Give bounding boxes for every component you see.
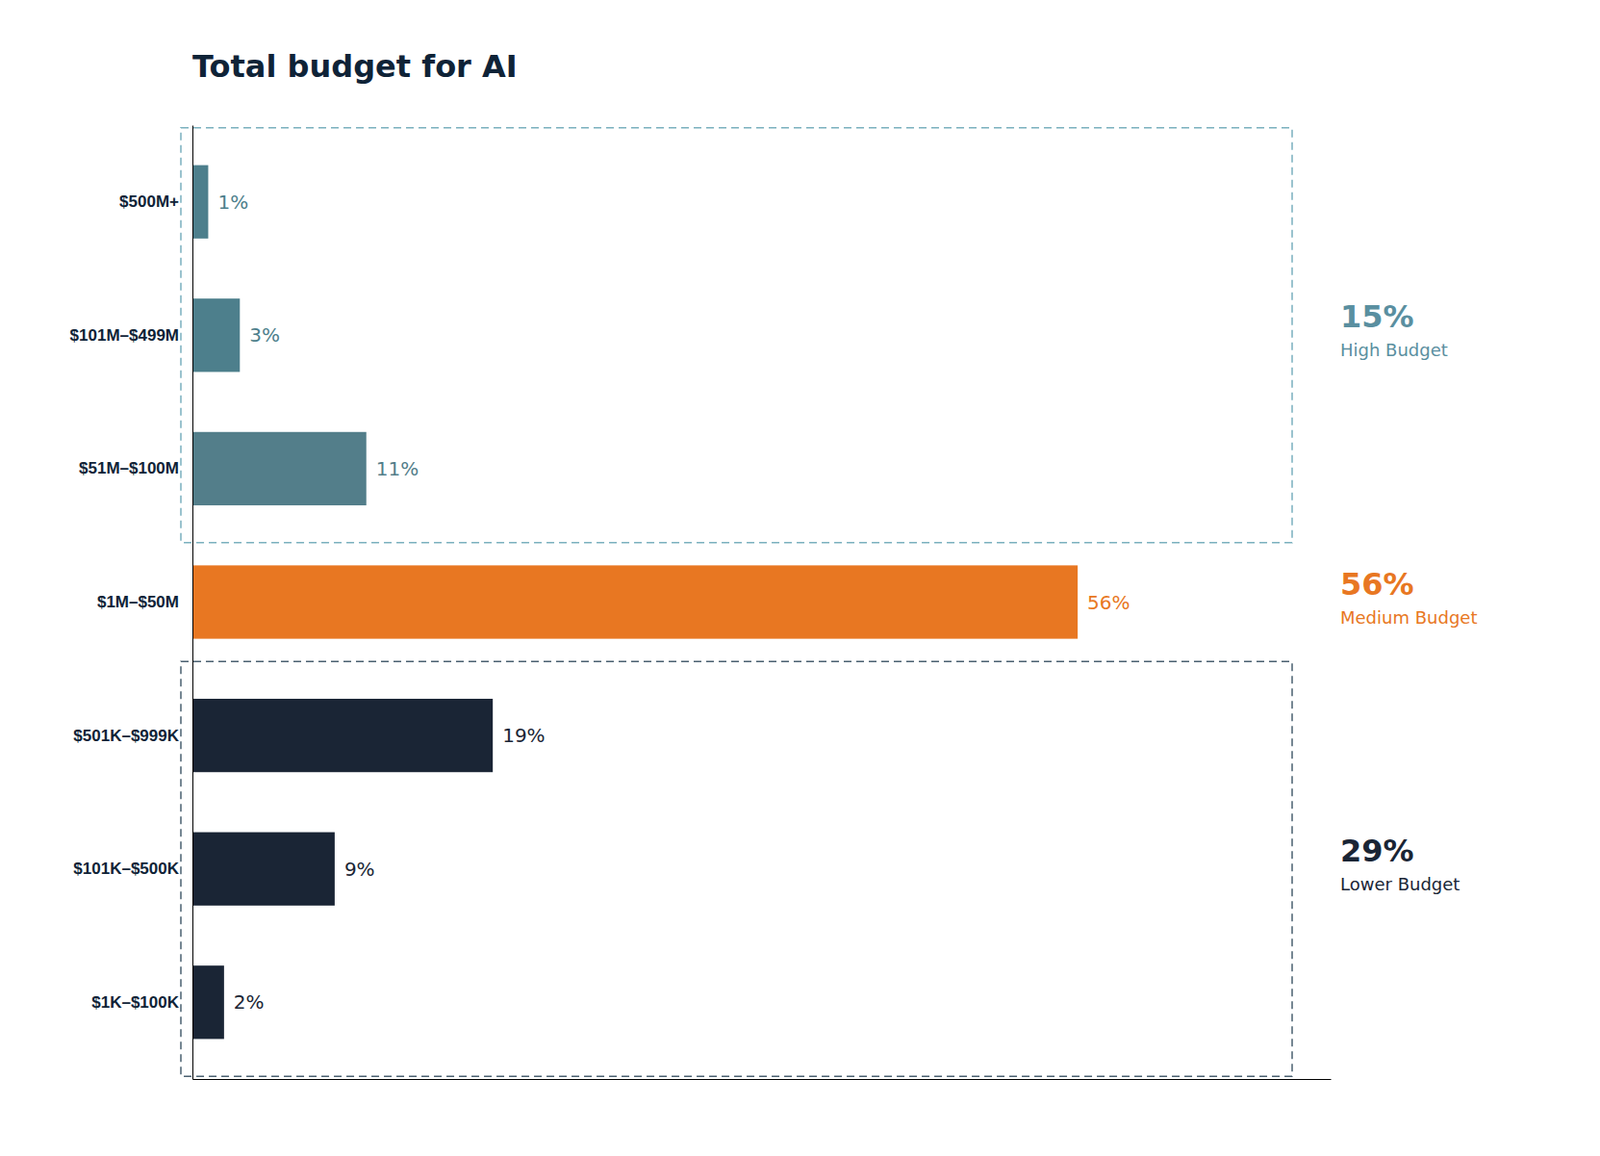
bar: [192, 564, 1078, 638]
y-tick-label: $51M–$100M: [78, 458, 179, 478]
y-tick-label: $1K–$100K: [91, 992, 179, 1012]
bar: [192, 965, 225, 1039]
bar: [192, 832, 335, 906]
x-axis: [193, 1078, 1332, 1080]
data-label: 1%: [217, 190, 249, 214]
y-tick-label: $101K–$500K: [73, 859, 179, 878]
x-axis-line: [193, 1078, 1332, 1080]
y-tick-label: $500M+: [119, 192, 179, 211]
data-label: 3%: [249, 323, 280, 347]
annotation-label: High Budget: [1340, 339, 1448, 360]
data-label: 9%: [344, 857, 376, 881]
data-label: 19%: [502, 723, 545, 747]
bar: [192, 431, 367, 506]
y-tick: $101M–$499M: [70, 326, 193, 345]
y-axis-line: [192, 126, 194, 1080]
data-label: 11%: [376, 457, 419, 481]
plot: 1% 3% 11% 56% 19% 9% 2% $500M+ $101M–$499M $51M–$…: [70, 126, 1332, 1080]
y-tick-label: $1M–$50M: [97, 592, 179, 611]
bar: [192, 298, 240, 372]
annotation-value: 56%: [1340, 565, 1415, 603]
y-tick: $500M+: [119, 192, 193, 211]
y-tick-label: $101M–$499M: [70, 326, 179, 345]
data-label: 2%: [233, 990, 265, 1014]
annotation-label: Medium Budget: [1340, 607, 1477, 628]
bar: [192, 698, 493, 772]
annotations: 15% High Budget 56% Medium Budget 29% Lower B…: [1340, 298, 1477, 893]
y-tick: $501K–$999K: [73, 726, 193, 745]
data-label: 56%: [1087, 590, 1130, 614]
group-box: [180, 660, 1293, 1076]
y-tick: $101K–$500K: [73, 859, 193, 878]
group-box: [180, 127, 1293, 543]
annotation-value: 15%: [1340, 298, 1415, 335]
bar: [192, 165, 208, 239]
y-tick: $1K–$100K: [91, 992, 193, 1012]
group-boxes: [180, 127, 1293, 1076]
annotation-value: 29%: [1340, 832, 1415, 869]
data-labels: 1% 3% 11% 56% 19% 9% 2%: [217, 190, 1130, 1015]
y-tick: $1M–$50M: [97, 592, 193, 611]
chart: 1% 3% 11% 56% 19% 9% 2% $500M+ $101M–$499M $51M–$…: [0, 0, 1600, 1156]
bars: [192, 165, 1078, 1040]
title: Total budget for AI: [192, 48, 518, 85]
annotation-label: Lower Budget: [1340, 873, 1460, 894]
y-tick-label: $501K–$999K: [73, 726, 179, 745]
y-tick: $51M–$100M: [78, 458, 193, 478]
y-axis: $500M+ $101M–$499M $51M–$100M $1M–$50M $501K…: [70, 126, 194, 1080]
